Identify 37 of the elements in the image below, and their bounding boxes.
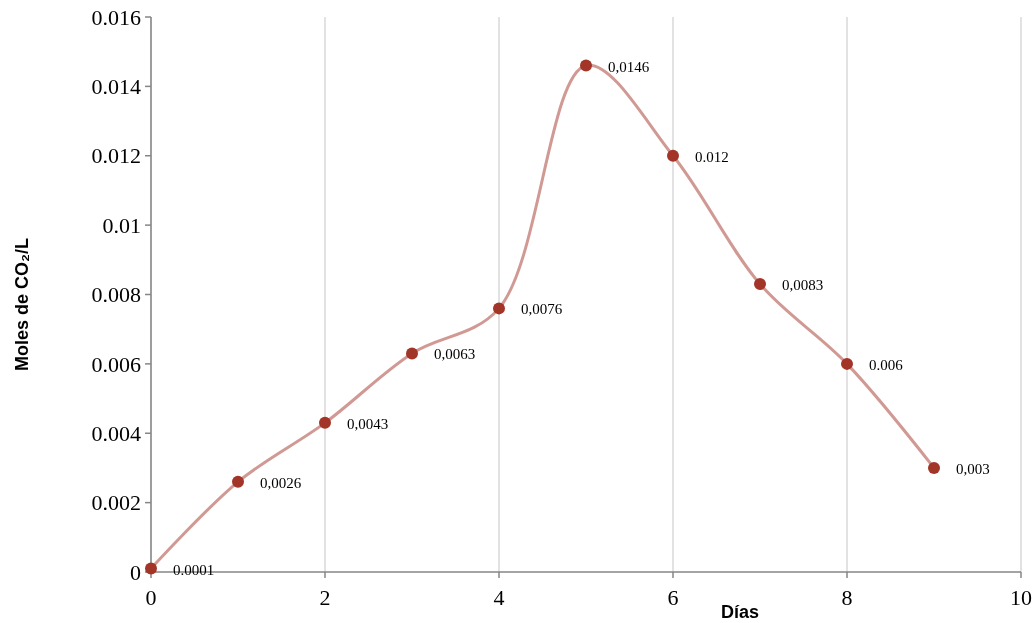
data-label: 0,003 [956,460,990,477]
data-label: 0.0001 [173,561,215,578]
data-label: 0.006 [869,356,904,373]
data-label: 0,0063 [434,346,476,363]
x-tick-label: 10 [1010,585,1032,610]
point [493,302,505,315]
data-label: 0,0026 [260,474,302,491]
point [319,416,331,429]
point [667,149,679,162]
data-label: 0,0076 [521,301,563,318]
data-label: 0,0083 [782,277,824,294]
x-tick-label: 8 [841,585,853,610]
y-tick-label: 0 [130,559,141,585]
y-tick-label: 0.006 [91,351,141,377]
x-tick-label: 6 [667,585,679,610]
data-label: 0,0043 [347,415,389,432]
x-axis-title: Días [720,602,760,622]
y-axis-title: Moles de CO₂/L [12,237,32,372]
y-tick-label: 0.008 [91,282,141,308]
point [145,562,157,575]
x-tick-label: 4 [493,585,505,610]
y-tick-label: 0.014 [91,74,141,100]
y-tick-label: 0.01 [102,212,141,238]
y-tick-label: 0.016 [91,4,141,30]
point [928,461,940,474]
y-tick-label: 0.002 [91,490,141,516]
point [754,278,766,291]
point [406,347,418,360]
data-label: 0,0146 [608,58,650,75]
x-tick-label: 0 [145,585,157,610]
data-label: 0.012 [695,148,729,165]
x-tick-label: 2 [319,585,331,610]
y-tick-label: 0.012 [91,143,141,169]
point [841,357,853,370]
point [232,475,244,488]
y-tick-label: 0.004 [91,420,141,446]
point [580,59,592,72]
